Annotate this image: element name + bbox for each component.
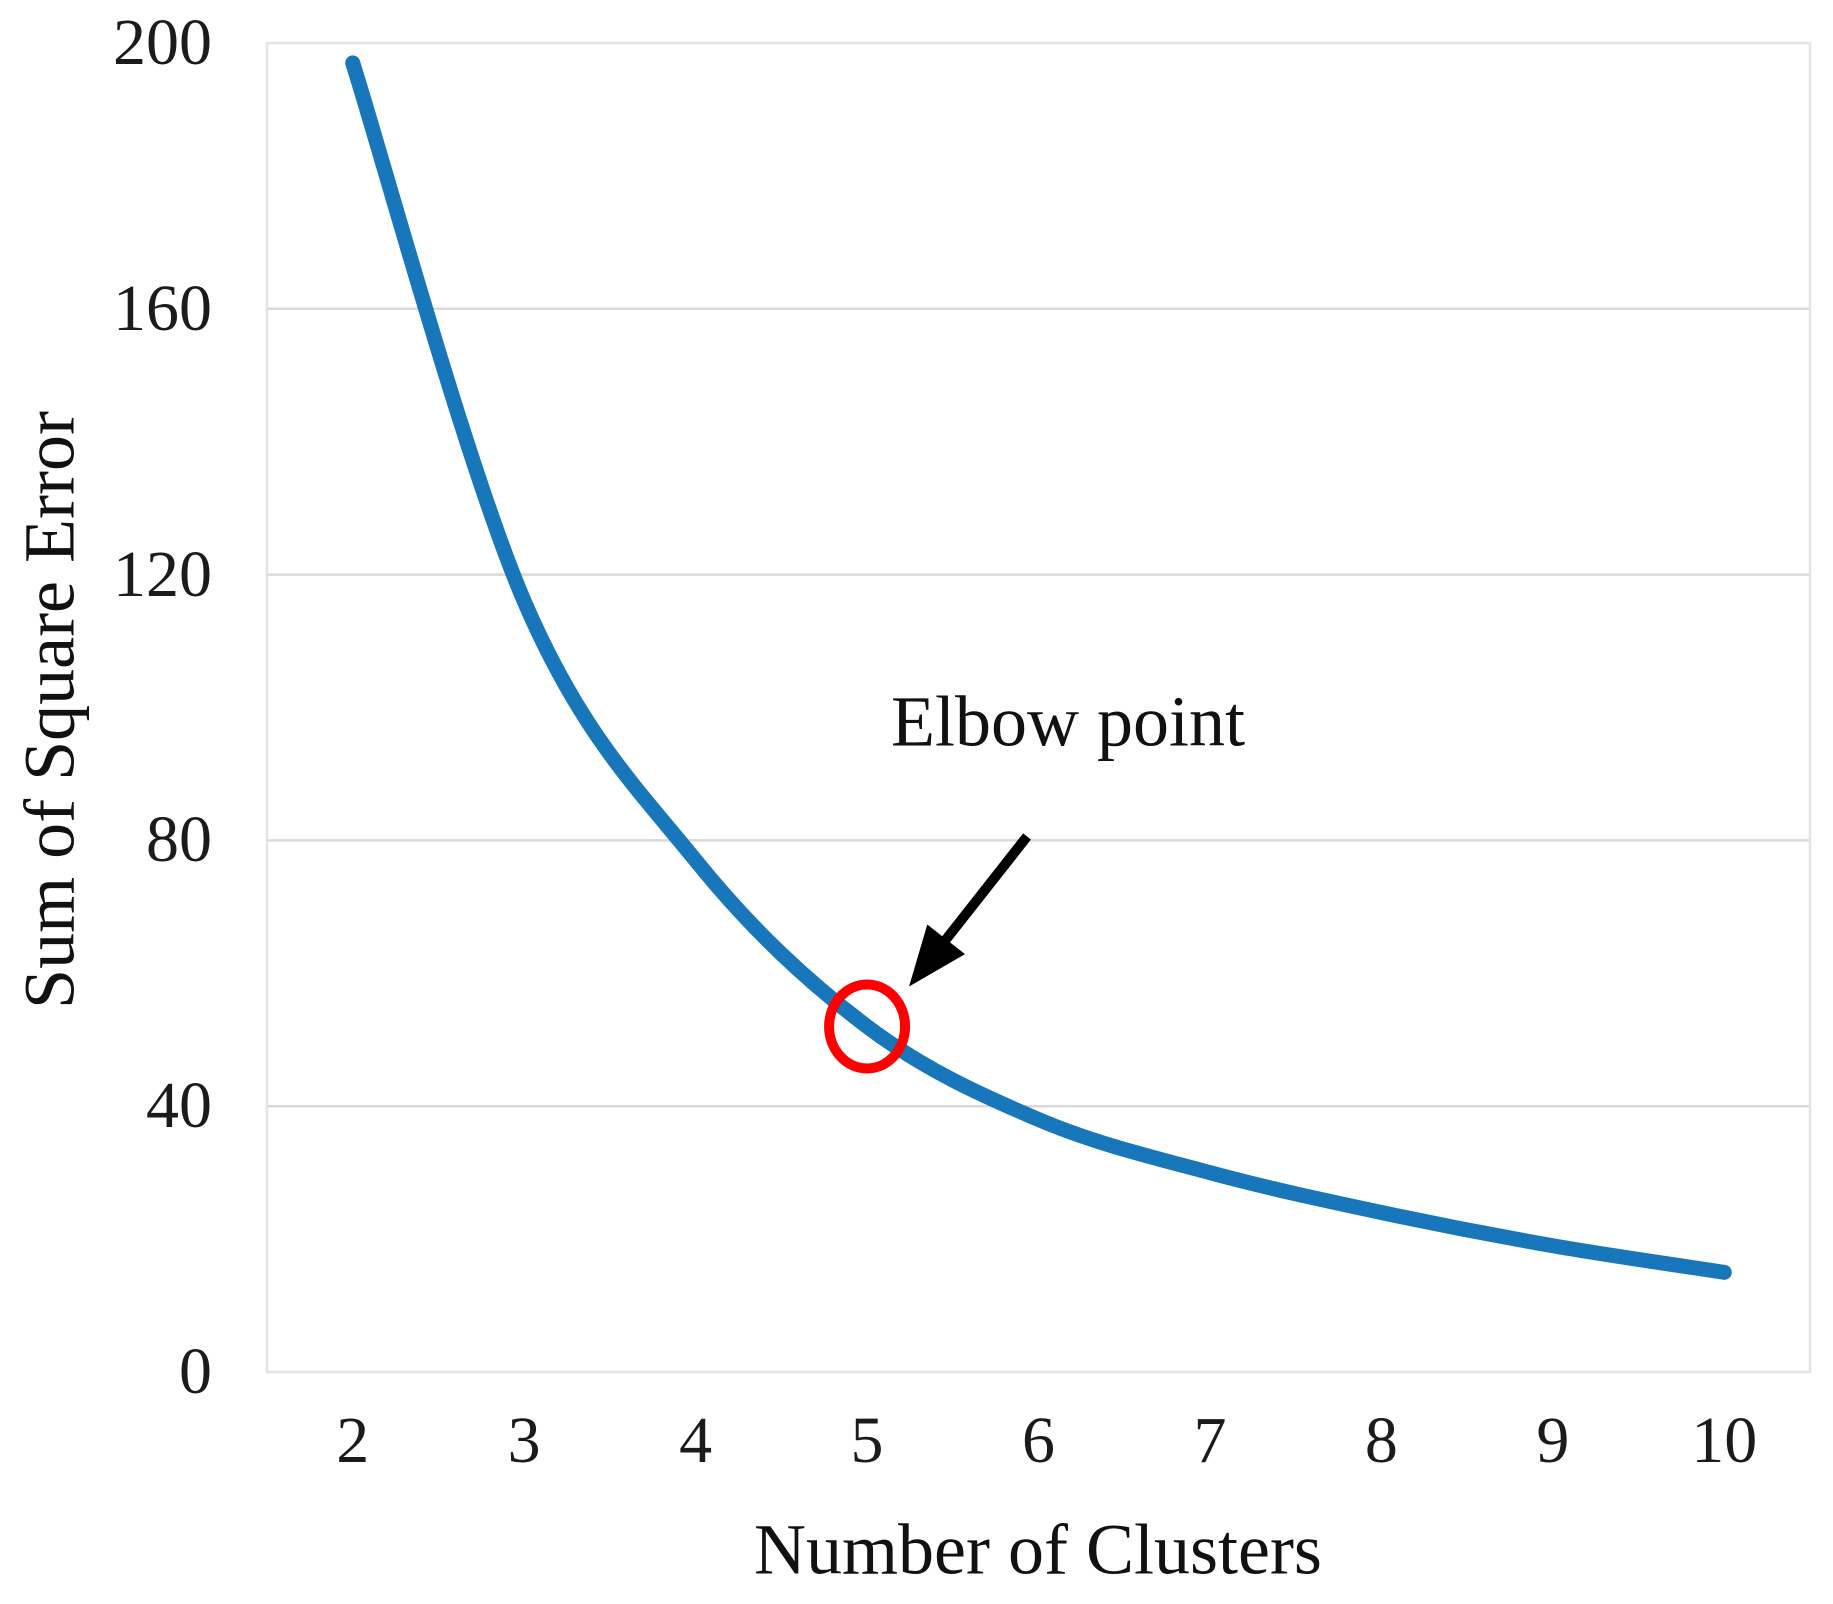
- arrow-shaft: [937, 833, 1031, 949]
- plot-frame: [265, 41, 1812, 1374]
- x-tick-label: 5: [850, 1404, 884, 1477]
- elbow-circle: [824, 979, 911, 1074]
- sse-line: [345, 55, 1732, 1280]
- y-axis-title: Sum of Square Error: [9, 411, 90, 1009]
- elbow-point-label: Elbow point: [891, 681, 1245, 762]
- y-tick-label: 160: [113, 271, 212, 345]
- x-tick-label: 2: [336, 1404, 370, 1477]
- x-tick-label: 7: [1193, 1404, 1227, 1477]
- x-tick-label: 3: [507, 1404, 541, 1477]
- x-tick-label: 6: [1022, 1404, 1055, 1477]
- y-tick-label: 0: [179, 1335, 212, 1408]
- x-tick-label: 8: [1364, 1404, 1398, 1477]
- y-tick-label: 120: [113, 537, 212, 611]
- x-tick-label: 10: [1691, 1404, 1758, 1477]
- x-tick-label: 9: [1536, 1404, 1570, 1477]
- x-axis-title: Number of Clusters: [754, 1509, 1322, 1590]
- y-tick-label: 40: [146, 1069, 212, 1143]
- x-tick-label: 4: [679, 1404, 713, 1477]
- y-tick-label: 80: [146, 803, 212, 877]
- arrow-head: [909, 924, 966, 987]
- y-tick-label: 200: [113, 6, 212, 79]
